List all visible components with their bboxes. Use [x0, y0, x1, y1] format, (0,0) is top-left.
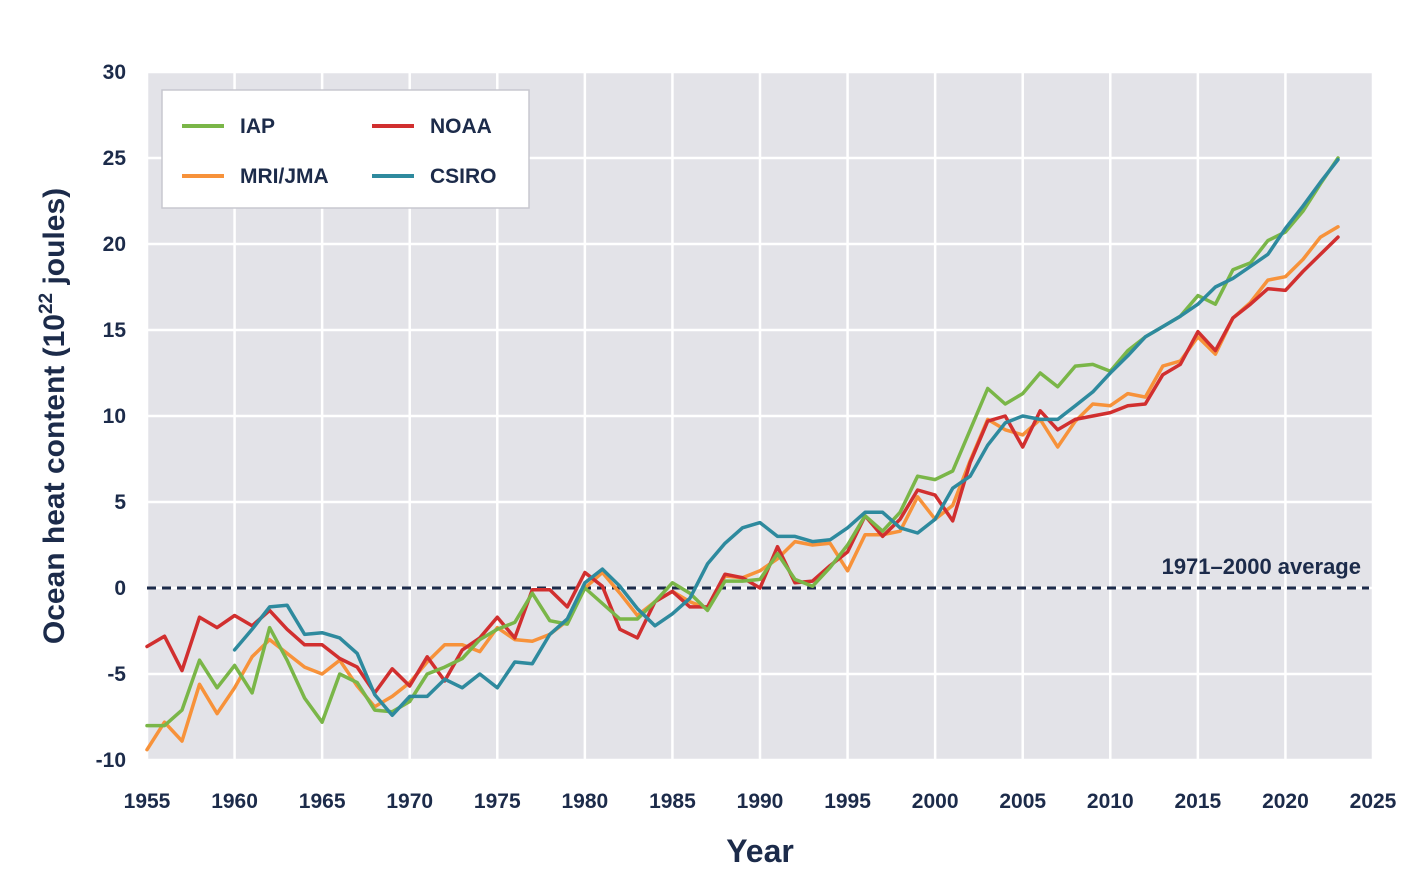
y-axis-title: Ocean heat content (1022 joules)	[36, 188, 71, 644]
legend-items: IAP NOAA MRI/JMA CSIRO	[182, 115, 497, 188]
x-tick-label: 2005	[999, 790, 1046, 813]
y-axis-title-exponent: 22	[36, 293, 57, 314]
x-tick-label: 1980	[561, 790, 608, 813]
series-lines	[145, 156, 1340, 752]
y-axis-title-unit: joules)	[38, 188, 71, 293]
legend-label-mri-jma: MRI/JMA	[240, 165, 329, 188]
y-tick-label: -10	[96, 749, 126, 772]
y-tick-label: 30	[103, 61, 126, 84]
legend-label-noaa: NOAA	[430, 115, 492, 138]
x-tick-label: 2020	[1262, 790, 1309, 813]
reference-line-label: 1971–2000 average	[1162, 554, 1361, 579]
x-tick-label: 1985	[649, 790, 696, 813]
y-tick-label: 25	[103, 147, 127, 170]
x-axis: 1955 1960 1965 1970 1975 1980 1985 1990 1995 2000…	[124, 790, 1397, 813]
legend-label-csiro: CSIRO	[430, 165, 497, 188]
x-tick-label: 1990	[737, 790, 784, 813]
x-tick-label: 1995	[824, 790, 871, 813]
x-tick-label: 1975	[474, 790, 521, 813]
x-tick-label: 2025	[1350, 790, 1397, 813]
x-tick-label: 1960	[211, 790, 258, 813]
y-tick-label: 0	[114, 577, 126, 600]
x-tick-label: 2015	[1174, 790, 1221, 813]
legend-label-iap: IAP	[240, 115, 275, 138]
x-axis-title: Year	[726, 833, 794, 869]
x-tick-label: 1965	[299, 790, 346, 813]
reference-line-group: 1971–2000 average	[147, 554, 1369, 590]
series-line-csiro	[232, 157, 1340, 718]
y-tick-label: 10	[103, 405, 126, 428]
y-tick-label: 5	[114, 491, 126, 514]
series-line-noaa	[145, 235, 1340, 695]
x-tick-label: 1970	[386, 790, 433, 813]
y-tick-label: -5	[107, 663, 126, 686]
x-tick-label: 1955	[124, 790, 171, 813]
x-tick-label: 2000	[912, 790, 959, 813]
y-tick-label: 15	[103, 319, 127, 342]
y-tick-label: 20	[103, 233, 126, 256]
y-axis-title-main: Ocean heat content (10	[38, 314, 71, 644]
legend: IAP NOAA MRI/JMA CSIRO	[161, 89, 530, 209]
legend-box	[161, 89, 530, 209]
y-axis: -10 -5 0 5 10 15 20 25 30	[96, 61, 127, 772]
x-tick-label: 2010	[1087, 790, 1134, 813]
